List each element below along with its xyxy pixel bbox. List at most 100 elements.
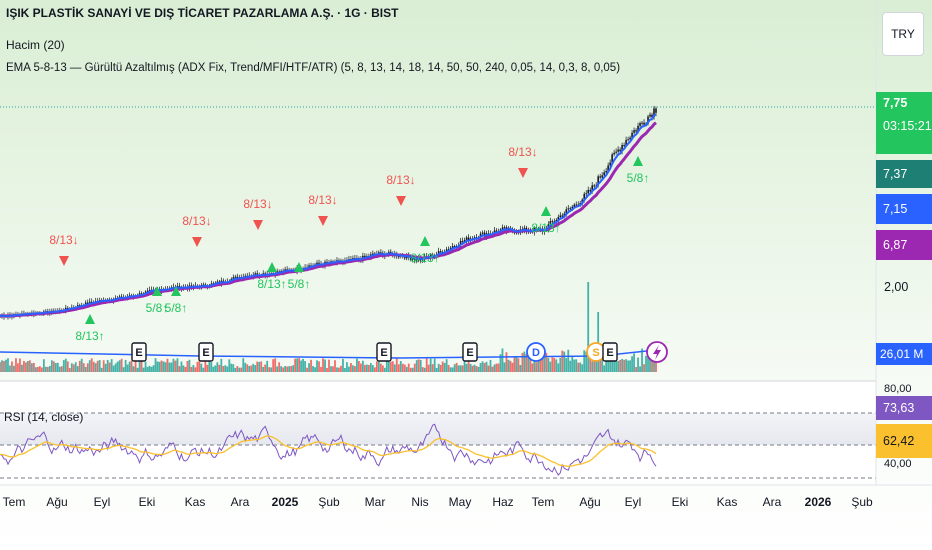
volume-bar bbox=[29, 360, 31, 372]
earnings-event-marker[interactable] bbox=[462, 342, 478, 362]
candle-body bbox=[397, 256, 400, 258]
rsi-lower-tick: 40,00 bbox=[884, 458, 912, 470]
volume-bar bbox=[328, 359, 330, 372]
candle-body bbox=[611, 154, 613, 163]
volume-bar bbox=[124, 359, 127, 372]
dividend-event-marker[interactable] bbox=[526, 342, 546, 362]
volume-bar bbox=[481, 361, 484, 372]
volume-bar bbox=[98, 360, 101, 372]
buy-signal-marker bbox=[633, 156, 643, 166]
volume-bar bbox=[302, 358, 304, 372]
volume-bar bbox=[220, 358, 223, 372]
volume-bar bbox=[359, 363, 362, 372]
x-tick-label: Şub bbox=[318, 495, 340, 509]
volume-bar bbox=[210, 362, 213, 372]
volume-bar bbox=[282, 367, 285, 372]
sell-signal-marker bbox=[59, 256, 69, 266]
candle-body bbox=[232, 277, 235, 279]
earnings-event-marker[interactable] bbox=[602, 342, 618, 362]
volume-bar bbox=[140, 360, 143, 372]
volume-bar bbox=[505, 352, 508, 372]
volume-bar bbox=[264, 364, 267, 372]
x-tick-label: May bbox=[449, 495, 472, 509]
volume-bar bbox=[365, 364, 368, 372]
volume-bar bbox=[202, 367, 205, 372]
volume-bar bbox=[80, 358, 83, 372]
volume-bar bbox=[276, 366, 279, 372]
volume-bar bbox=[435, 367, 438, 372]
signal-label: 5/8↑ bbox=[146, 301, 169, 315]
volume-bar bbox=[178, 366, 181, 372]
signal-label: 8/13↑ bbox=[75, 329, 104, 343]
volume-bar bbox=[188, 359, 191, 372]
volume-bar bbox=[415, 360, 418, 372]
volume-bar bbox=[9, 365, 11, 372]
rsi-legend[interactable]: RSI (14, close) bbox=[4, 410, 84, 424]
volume-bar bbox=[27, 361, 29, 372]
candle-body bbox=[567, 208, 570, 210]
volume-bar bbox=[565, 358, 568, 372]
rsi-ma-tag: 62,42 bbox=[876, 424, 932, 458]
volume-bar bbox=[292, 365, 295, 372]
volume-bar bbox=[423, 367, 426, 372]
volume-bar bbox=[419, 359, 422, 372]
volume-bar bbox=[617, 360, 620, 372]
volume-bar bbox=[631, 356, 633, 372]
volume-bar bbox=[122, 367, 125, 372]
volume-bar bbox=[318, 361, 320, 372]
event-label: E bbox=[202, 347, 209, 359]
volume-bar bbox=[214, 365, 217, 372]
volume-bar bbox=[521, 352, 524, 372]
earnings-event-marker[interactable] bbox=[131, 342, 147, 362]
volume-bar bbox=[541, 352, 544, 372]
volume-bar bbox=[148, 365, 151, 372]
volume-bar bbox=[230, 363, 233, 372]
volume-bar bbox=[369, 363, 372, 372]
volume-bar bbox=[244, 362, 247, 372]
volume-bar bbox=[120, 358, 123, 372]
candle-body bbox=[411, 258, 414, 260]
candle-body bbox=[653, 108, 655, 118]
volume-bar bbox=[166, 358, 169, 372]
volume-bar bbox=[152, 365, 155, 372]
volume-bar bbox=[533, 355, 536, 372]
volume-bar bbox=[463, 358, 466, 372]
volume-bar bbox=[495, 363, 498, 372]
volume-bar bbox=[439, 364, 442, 372]
signal-label: 8/13↑ bbox=[410, 251, 439, 265]
time-axis[interactable]: Tem Ağu Eyl Eki Kas Ara 2025 Şub Mar Nis May Haz Tem… bbox=[3, 495, 873, 509]
earnings-event-marker[interactable] bbox=[376, 342, 392, 362]
candle-body bbox=[597, 176, 599, 186]
candle-body bbox=[148, 290, 151, 292]
candlesticks bbox=[0, 105, 657, 320]
volume-bar bbox=[256, 361, 259, 372]
volume-bar bbox=[379, 363, 382, 372]
volume-bar bbox=[527, 355, 530, 372]
volume-bar bbox=[196, 361, 199, 372]
symbol-title[interactable]: IŞIK PLASTİK SANAYİ VE DIŞ TİCARET PAZAR… bbox=[6, 6, 399, 20]
volume-bar bbox=[294, 358, 297, 372]
event-label: E bbox=[135, 347, 142, 359]
volume-bar bbox=[587, 282, 590, 372]
volume-legend[interactable]: Hacim (20) bbox=[6, 38, 65, 52]
signal-label: 5/8↑ bbox=[288, 277, 311, 291]
candle-body bbox=[234, 276, 237, 278]
event-label: S bbox=[592, 347, 599, 359]
countdown-tag: 03:15:21 bbox=[876, 114, 932, 154]
volume-bar bbox=[74, 362, 77, 372]
volume-bar bbox=[467, 360, 470, 372]
volume-bar bbox=[619, 360, 622, 372]
candle-body bbox=[481, 232, 484, 234]
volume-bar bbox=[170, 362, 173, 372]
signal-label: 8/13↓ bbox=[508, 145, 537, 159]
earnings-event-marker[interactable] bbox=[198, 342, 214, 362]
currency-button[interactable]: TRY bbox=[882, 12, 924, 56]
candle-body bbox=[619, 149, 621, 152]
buy-signal-marker bbox=[152, 286, 162, 296]
ema-legend[interactable]: EMA 5-8-13 — Gürültü Azaltılmış (ADX Fix… bbox=[6, 62, 621, 74]
x-tick-label: 2025 bbox=[272, 495, 299, 509]
volume-bar bbox=[322, 358, 324, 372]
price-axis-label: 2,00 bbox=[884, 280, 909, 294]
